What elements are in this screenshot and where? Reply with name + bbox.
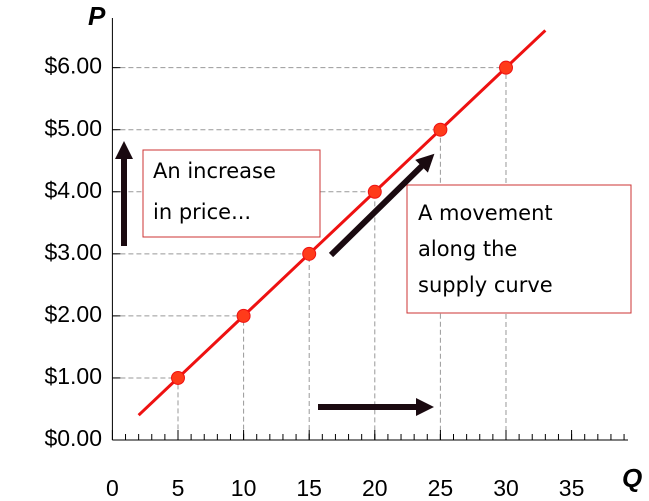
annotation-box	[406, 184, 632, 314]
y-tick-label: $6.00	[44, 53, 102, 79]
line-extension	[137, 376, 180, 417]
line-extension	[504, 29, 547, 69]
drop-line	[112, 191, 376, 440]
annotation-text: in price...	[153, 200, 251, 224]
point	[498, 60, 513, 75]
x-tick-label: 0	[106, 475, 119, 501]
y-tick-label: $2.00	[44, 301, 102, 327]
x-tick-label: 30	[493, 475, 519, 501]
x-tick-label: 25	[428, 475, 454, 501]
point	[367, 184, 382, 199]
y-tick-label: $5.00	[44, 115, 102, 141]
x-tick-label: 15	[296, 475, 322, 501]
x-tick-label: 35	[559, 475, 585, 501]
x-tick-label: 10	[231, 475, 257, 501]
annotation-text: An increase	[153, 159, 276, 183]
annotation-text: supply curve	[418, 273, 553, 297]
y-axis-label: P	[88, 1, 106, 31]
arrow	[328, 153, 435, 258]
annotation-text: along the	[418, 237, 517, 261]
y-tick-label: $1.00	[44, 363, 102, 389]
annotation-text: A movement	[418, 201, 553, 225]
y-tick-label: $4.00	[44, 177, 102, 203]
y-tick-label: $0.00	[44, 425, 102, 451]
point	[170, 370, 185, 385]
series-line	[176, 66, 508, 380]
point	[236, 308, 251, 323]
annotation-box	[142, 149, 321, 238]
point	[433, 122, 448, 137]
y-tick-label: $3.00	[44, 239, 102, 265]
x-tick-label: 20	[362, 475, 388, 501]
x-tick-label: 5	[172, 475, 185, 501]
point	[302, 246, 317, 261]
x-axis-label: Q	[622, 463, 642, 493]
